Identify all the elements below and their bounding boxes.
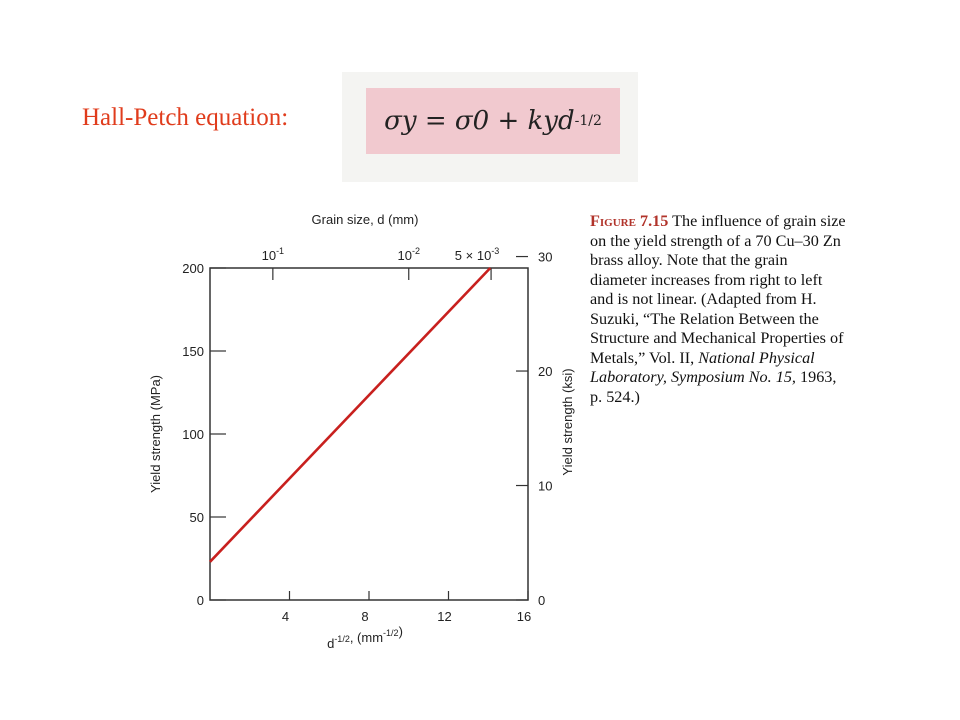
x-tick-label: 12 [437,609,451,624]
equation-rhs: = σ0 + kyd [424,106,575,136]
caption-source-italic: National Physical Laboratory, Symposium … [590,348,815,387]
y-tick-label: 200 [182,261,204,276]
y2-tick-label: 30 [538,250,552,265]
y2-axis-label: Yield strength (ksi) [560,368,575,475]
equation-image: σy = σ0 + kyd -1/2 [342,72,638,182]
series-line [209,267,492,563]
y-axis-ticks: 0 50 100 150 200 [182,261,226,608]
caption-text: The influence of grain size on the yield… [590,212,846,367]
y-tick-label: 50 [190,510,204,525]
equation-exponent: -1/2 [574,113,602,129]
y2-tick-label: 0 [538,593,545,608]
x2-tick-label: 10-1 [262,246,284,263]
figure-caption: Figure 7.15 The influence of grain size … [590,212,848,407]
y-tick-label: 100 [182,427,204,442]
x2-tick-label: 5 × 10-3 [455,246,500,263]
x-tick-label: 4 [282,609,289,624]
figure-label: Figure 7.15 [590,212,669,230]
x2-axis-ticks: 10-1 10-2 5 × 10-3 [262,246,500,280]
x2-axis-label: Grain size, d (mm) [312,212,419,227]
x-tick-label: 8 [361,609,368,624]
x2-tick-label: 10-2 [398,246,420,263]
x-tick-label: 16 [517,609,531,624]
slide-heading: Hall-Petch equation: [82,104,289,131]
y2-tick-label: 10 [538,479,552,494]
equation-lhs: σy [384,106,417,136]
y2-tick-label: 20 [538,364,552,379]
y-tick-label: 150 [182,344,204,359]
series-group [209,267,492,563]
y-axis-label: Yield strength (MPa) [148,375,163,493]
hall-petch-equation: σy = σ0 + kyd -1/2 [366,88,620,154]
y2-axis-ticks: 0 10 20 30 [516,250,552,608]
x-axis-ticks: 4 8 12 16 [282,591,531,624]
y-tick-label: 0 [197,593,204,608]
plot-frame [209,267,529,601]
caption-text-end: 1963, p. 524.) [590,368,837,406]
x-axis-label: d-1/2, (mm-1/2) [327,624,403,651]
